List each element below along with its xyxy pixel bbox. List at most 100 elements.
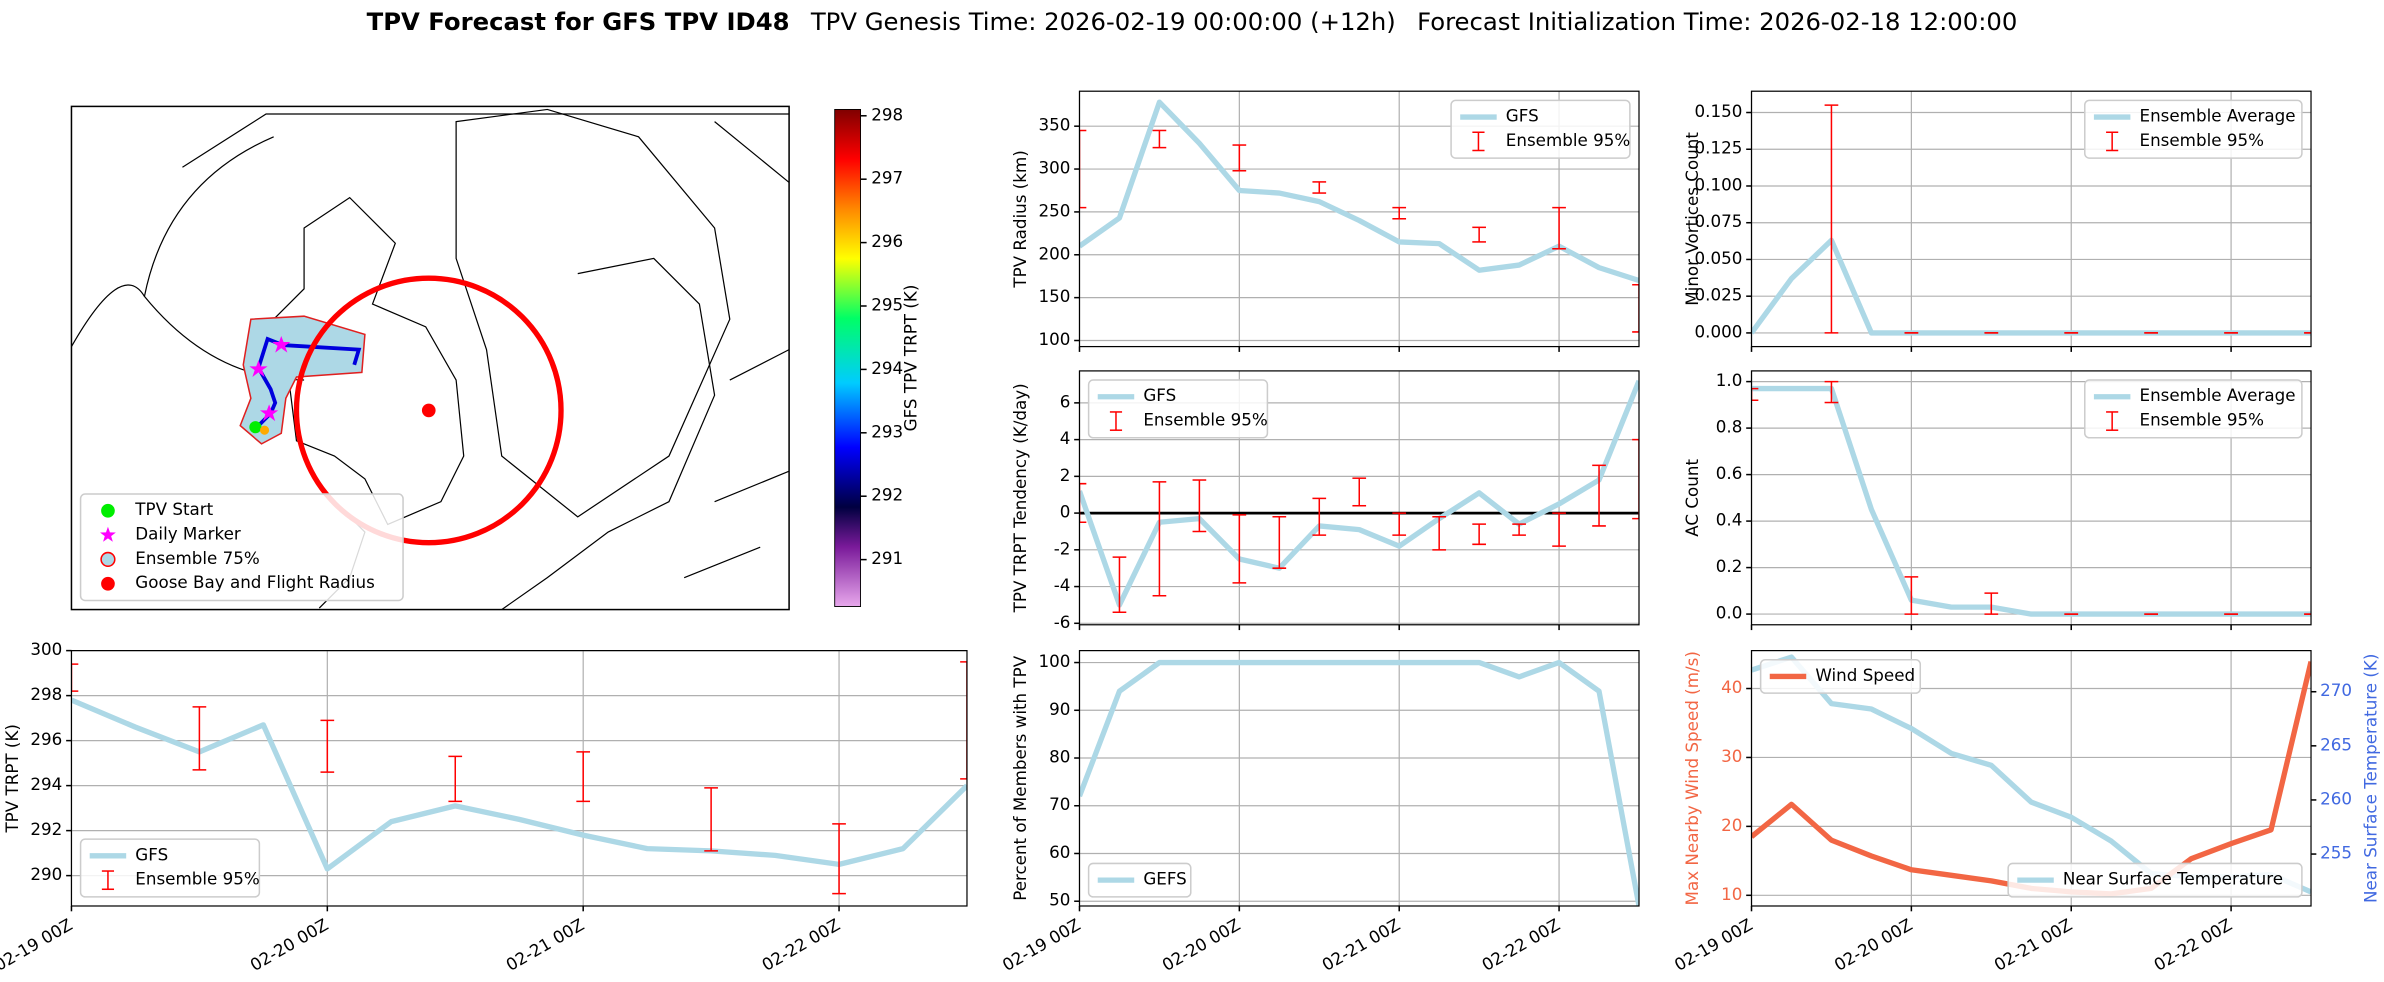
y-tick-label: -4: [1054, 575, 1071, 595]
error-bar: [1312, 181, 1327, 194]
error-bar: [1432, 516, 1447, 551]
x-tick-label: 02-21 00Z: [1990, 914, 2075, 975]
y-tick-label: 0: [1060, 502, 1071, 522]
y-tick-label: 200: [1038, 243, 1070, 263]
y-tick-label: 0.8: [1716, 417, 1743, 437]
legend-frame: [2084, 379, 2303, 439]
figure-title: TPV Forecast for GFS TPV ID48 TPV Genesis…: [367, 7, 2018, 36]
legend-label: Ensemble 75%: [135, 548, 259, 568]
error-bar: [1552, 206, 1566, 250]
legend-label: Near Surface Temperature: [2063, 869, 2283, 889]
plot-content: [1751, 104, 2312, 336]
axes-frame: [1750, 370, 2312, 626]
error-bar: [576, 751, 591, 803]
series-line: [1079, 379, 1639, 608]
y-tick-label: 300: [1038, 158, 1070, 178]
x-tick-label: 02-22 00Z: [758, 914, 843, 975]
y-tick-label: 300: [30, 639, 62, 659]
x-tick-label: 02-19 00Z: [999, 914, 1084, 975]
y-tick-label: 80: [1049, 747, 1070, 767]
error-bar: [1232, 144, 1247, 172]
legend-label: Ensemble 95%: [2140, 410, 2264, 430]
error-bar: [71, 663, 79, 692]
colorbar-tick-label: 296: [871, 231, 903, 251]
x-tick-label: 02-20 00Z: [1159, 914, 1244, 975]
x-tick-label: 02-22 00Z: [2150, 914, 2235, 975]
map-frame: [70, 105, 790, 611]
legend-label: Ensemble Average: [2140, 385, 2296, 405]
legend-label: Ensemble 95%: [135, 869, 259, 889]
error-bar: [1272, 516, 1287, 569]
title-main: TPV Forecast for GFS TPV ID48: [367, 7, 790, 36]
legend-label: GFS: [1506, 106, 1539, 126]
series-line: [1751, 385, 2312, 617]
y-tick-label: 296: [30, 729, 62, 749]
error-bar: [1352, 477, 1367, 507]
error-bar: [1984, 592, 1999, 615]
colorbar-tick-label: 298: [871, 104, 903, 124]
error-bar: [1152, 129, 1167, 149]
y-tick-label: -6: [1054, 612, 1071, 632]
y-tick-label: 290: [30, 864, 62, 884]
y-tick-label: 30: [1721, 746, 1742, 766]
y-tick-label: 2: [1060, 465, 1071, 485]
x-tick-label: 02-21 00Z: [1318, 914, 1403, 975]
y-tick-label: 0.150: [1695, 101, 1743, 121]
error-bar: [704, 787, 718, 852]
legend-label: Ensemble 95%: [2140, 130, 2264, 150]
y-tick-label: 260: [2320, 788, 2352, 808]
legend-swatch: [100, 526, 116, 542]
colorbar-tick-label: 292: [871, 485, 903, 505]
legend-label: Ensemble Average: [2140, 106, 2296, 126]
legend-label: Ensemble 95%: [1506, 130, 1630, 150]
legend-frame: [2007, 862, 2303, 898]
legend-frame: [2084, 99, 2303, 159]
legend-frame: [1087, 862, 1192, 898]
y-tick-label: 90: [1049, 699, 1070, 719]
axes-frame: [1078, 90, 1640, 348]
plot-content: [1079, 379, 1639, 614]
axes-frame: [70, 650, 968, 907]
y-axis-label: TPV Radius (km): [1010, 150, 1030, 288]
y-tick-label: 150: [1038, 286, 1070, 306]
x-tick-label: 02-20 00Z: [1831, 914, 1916, 975]
series-line: [71, 697, 967, 872]
colorbar-tick-label: 293: [871, 421, 903, 441]
y-tick-label: 0.100: [1695, 174, 1743, 194]
y-axis-label: TPV TRPT Tendency (K/day): [1010, 383, 1030, 613]
error-bar: [1079, 129, 1087, 209]
legend-frame: [79, 493, 404, 602]
plot-content: [1079, 99, 1639, 333]
y-tick-label: 0.025: [1695, 285, 1743, 305]
error-bar: [192, 706, 207, 771]
y-tick-label: 270: [2320, 680, 2352, 700]
y-tick-label: 10: [1721, 884, 1742, 904]
legend-swatch: [101, 503, 115, 518]
series-line: [1751, 237, 2312, 336]
legend-label: Goose Bay and Flight Radius: [135, 572, 374, 592]
y-tick-label: 6: [1060, 391, 1071, 411]
y-axis-label: TPV TRPT (K): [2, 724, 22, 833]
y-axis-label: Percent of Members with TPV: [1010, 655, 1030, 901]
y-tick-label: 1.0: [1716, 370, 1743, 390]
error-bar: [1592, 464, 1606, 527]
error-bar: [1751, 387, 1759, 401]
series-line: [1079, 659, 1639, 906]
y-tick-label: 298: [30, 684, 62, 704]
y-axis-label: AC Count: [1682, 459, 1702, 537]
error-bar: [1112, 556, 1127, 614]
y-tick-label: 265: [2320, 734, 2352, 754]
error-bar: [1392, 512, 1407, 536]
x-tick-label: 02-21 00Z: [502, 914, 587, 975]
error-bar: [1904, 576, 1919, 615]
y-tick-label: 250: [1038, 200, 1070, 220]
error-bar: [1192, 479, 1207, 533]
y-tick-label: 4: [1060, 428, 1071, 448]
y-tick-label: 40: [1721, 677, 1742, 697]
error-bar: [1824, 380, 1839, 404]
y-tick-label: 100: [1038, 651, 1070, 671]
y-tick-label: 20: [1721, 815, 1742, 835]
error-bar: [1472, 523, 1486, 546]
error-bar: [1552, 512, 1566, 547]
y-tick-label: -2: [1054, 538, 1071, 558]
